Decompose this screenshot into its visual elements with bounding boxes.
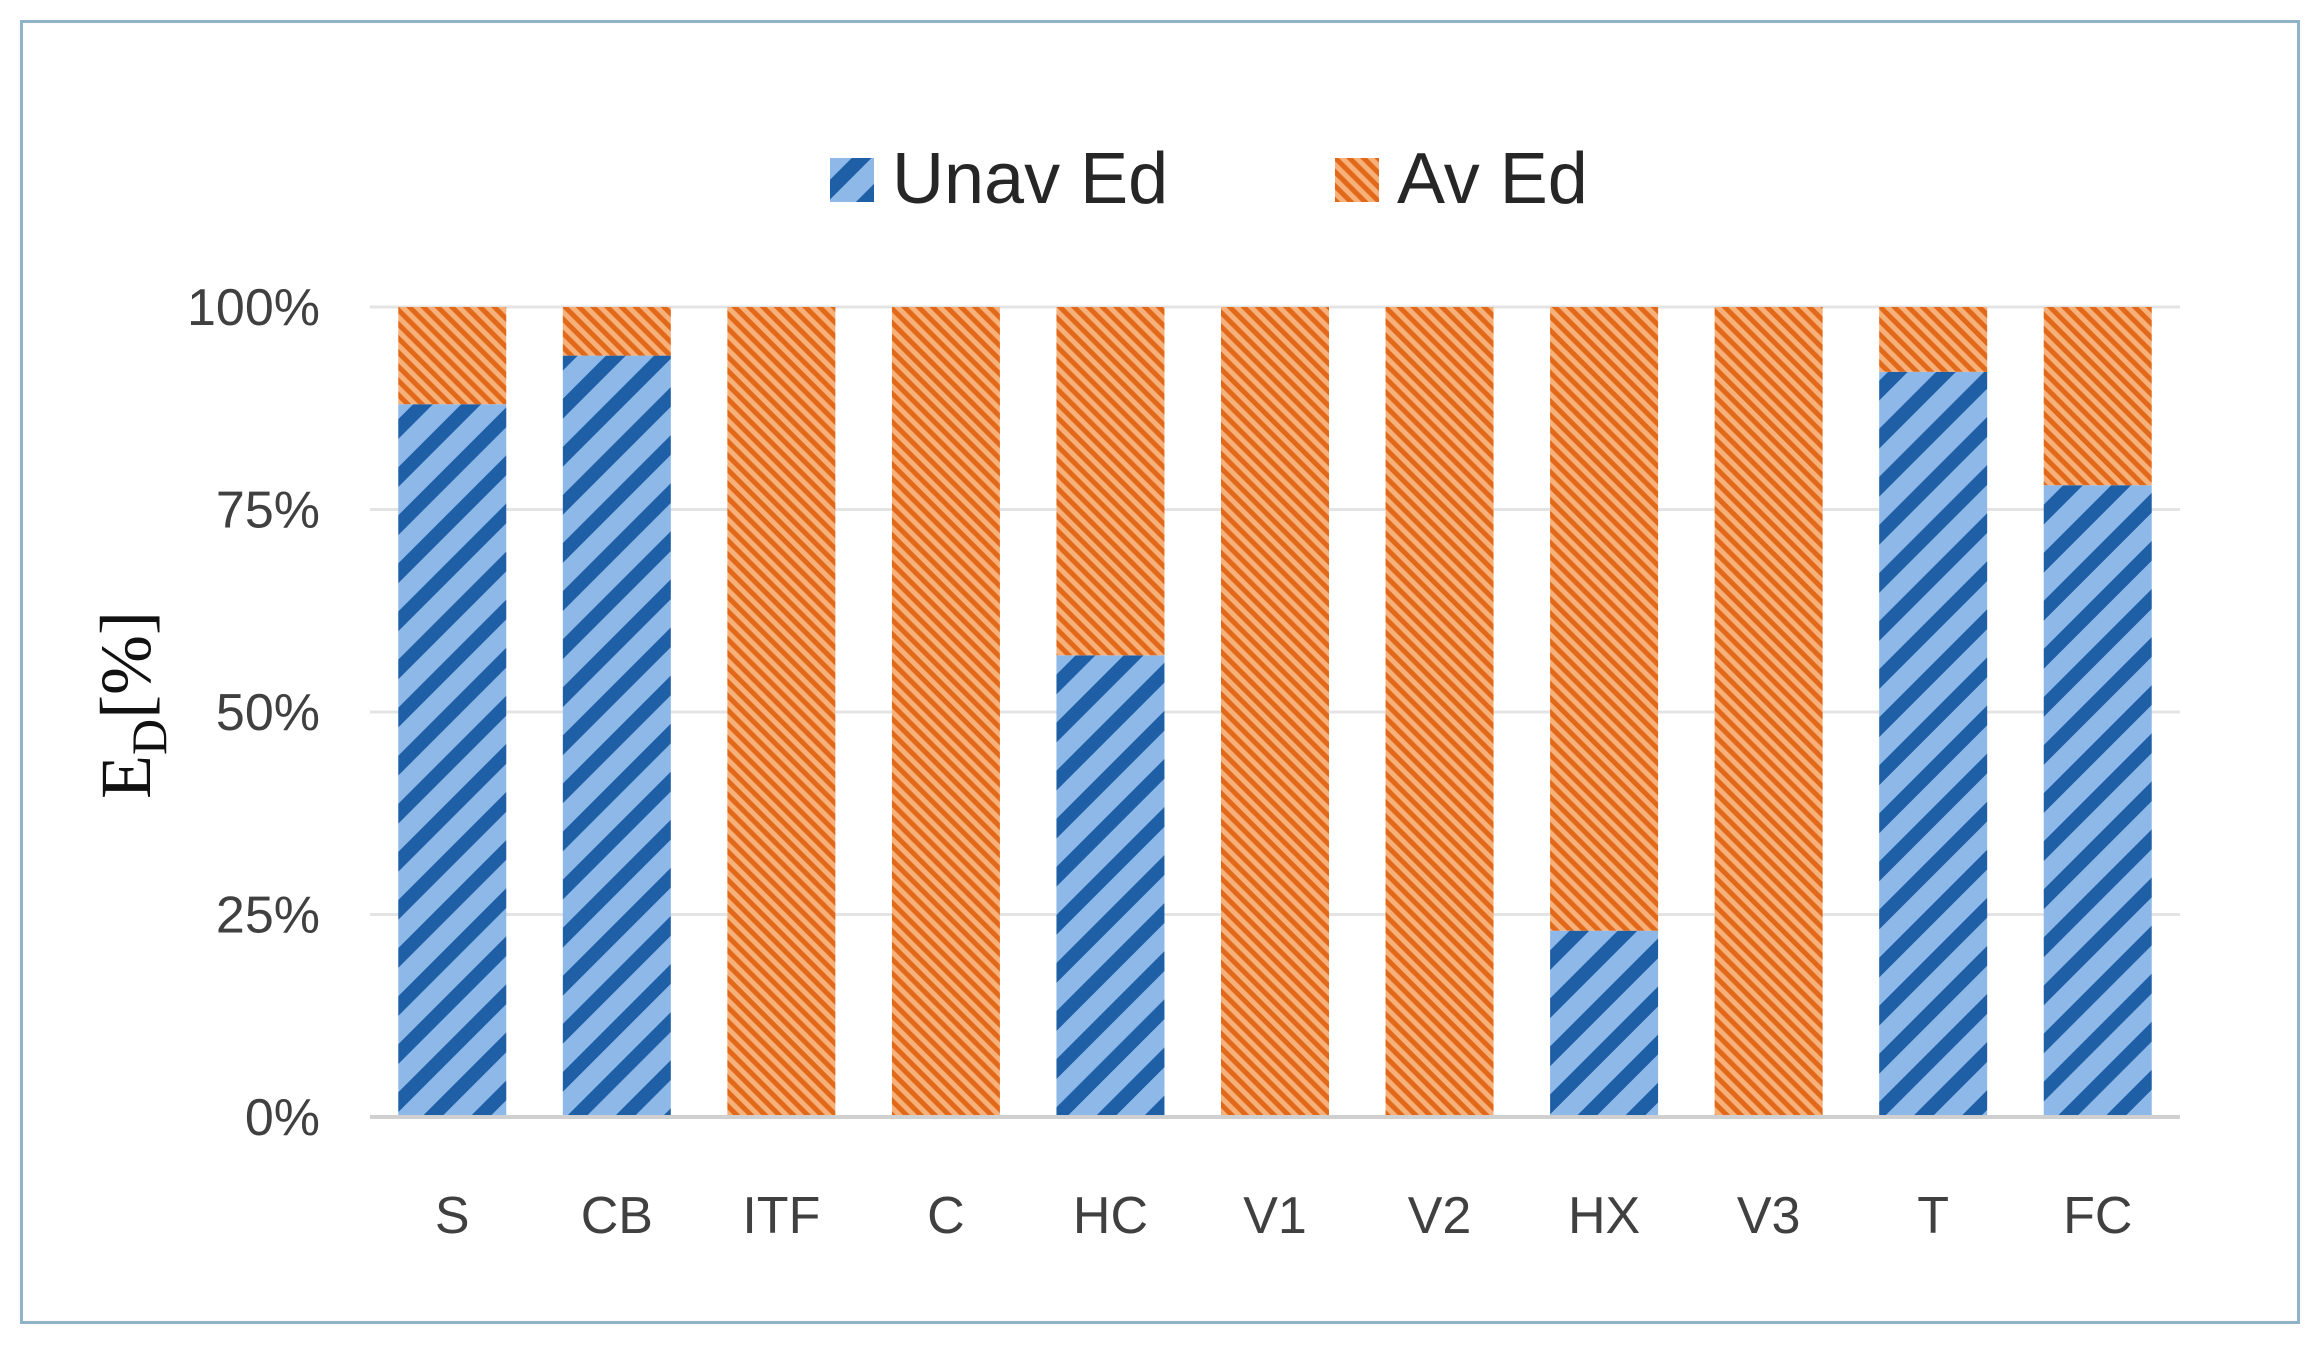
bar-av-ed-hc <box>1056 307 1165 656</box>
x-tick-label: V1 <box>1243 1187 1307 1245</box>
bar-unav-ed-fc <box>2043 485 2152 1117</box>
x-tick-label: T <box>1917 1187 1949 1245</box>
bar-av-ed-v3 <box>1714 307 1823 1117</box>
bar-unav-ed-hx <box>1550 930 1659 1117</box>
bars <box>398 307 2152 1118</box>
y-tick-label: 50% <box>216 684 320 742</box>
y-axis-label-subscript: D <box>121 719 177 755</box>
legend-label-unav-ed: Unav Ed <box>892 139 1168 219</box>
x-tick-label: HC <box>1073 1187 1148 1245</box>
y-axis-label-unit: [%] <box>86 611 166 719</box>
y-axis-label: ED[%] <box>86 611 177 799</box>
x-tick-label: ITF <box>742 1187 820 1245</box>
bar-av-ed-fc <box>2043 307 2152 486</box>
x-tick-label: FC <box>2063 1187 2132 1245</box>
bar-av-ed-c <box>891 307 1000 1117</box>
x-tick-label: V3 <box>1737 1187 1801 1245</box>
x-tick-label: C <box>927 1187 965 1245</box>
legend: Unav Ed Av Ed <box>830 139 1588 219</box>
x-tick-label: V2 <box>1408 1187 1472 1245</box>
bar-av-ed-v2 <box>1385 307 1494 1117</box>
y-axis-ticks: 0% 25% 50% 75% 100% <box>187 279 320 1147</box>
x-tick-label: HX <box>1568 1187 1640 1245</box>
y-tick-label: 100% <box>187 279 320 337</box>
bar-unav-ed-hc <box>1056 655 1165 1117</box>
bar-unav-ed-s <box>398 404 507 1117</box>
bar-av-ed-v1 <box>1221 307 1329 1117</box>
bar-av-ed-hx <box>1550 307 1659 931</box>
bar-unav-ed-cb <box>562 355 671 1118</box>
y-axis-label-main: E <box>86 755 166 799</box>
legend-label-av-ed: Av Ed <box>1397 139 1588 219</box>
x-axis-ticks: S CB ITF C HC V1 V2 HX V3 T FC <box>435 1187 2132 1245</box>
y-tick-label: 25% <box>216 887 320 945</box>
bar-av-ed-s <box>398 307 507 405</box>
bar-av-ed-itf <box>727 307 836 1117</box>
y-tick-label: 0% <box>245 1089 320 1147</box>
bar-av-ed-t <box>1879 307 1988 372</box>
bar-unav-ed-t <box>1879 371 1988 1117</box>
y-tick-label: 75% <box>216 482 320 540</box>
bar-av-ed-cb <box>562 307 671 356</box>
legend-swatch-unav-ed <box>830 158 874 202</box>
x-tick-label: S <box>435 1187 470 1245</box>
x-tick-label: CB <box>581 1187 653 1245</box>
legend-swatch-av-ed <box>1335 158 1379 202</box>
